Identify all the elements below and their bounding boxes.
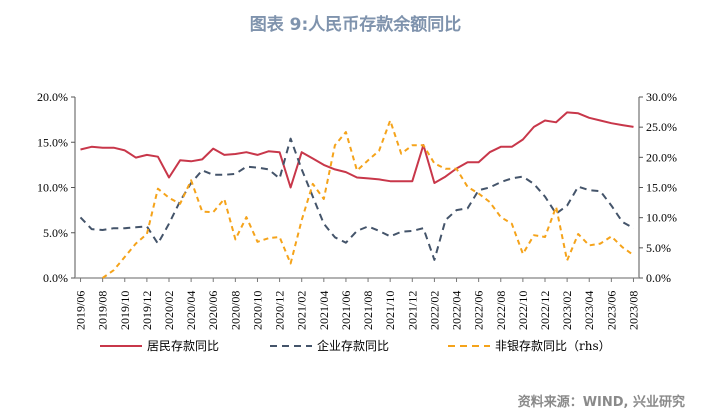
left-tick-label: 5.0%	[43, 226, 68, 240]
x-tick-label: 2022/10	[516, 291, 530, 330]
x-tick-label: 2023/08	[626, 291, 640, 330]
legend-label: 居民存款同比	[147, 339, 219, 353]
x-tick-label: 2019/10	[118, 291, 132, 330]
x-tick-label: 2021/12	[405, 291, 419, 330]
right-tick-label: 30.0%	[646, 90, 677, 104]
x-tick-label: 2021/04	[317, 291, 331, 330]
legend-item: 非银存款同比（rhs）	[448, 339, 611, 353]
x-tick-label: 2020/12	[273, 291, 287, 330]
left-tick-label: 0.0%	[43, 271, 68, 285]
x-tick-label: 2019/06	[74, 291, 88, 330]
x-tick-label: 2020/10	[250, 291, 264, 330]
x-tick-label: 2019/12	[140, 291, 154, 330]
x-tick-label: 2023/06	[604, 291, 618, 330]
left-tick-label: 20.0%	[37, 90, 68, 104]
x-tick-label: 2019/08	[96, 291, 110, 330]
left-tick-label: 10.0%	[37, 181, 68, 195]
x-tick-label: 2020/02	[162, 291, 176, 330]
series-line	[79, 137, 634, 261]
x-tick-label: 2020/08	[228, 291, 242, 330]
x-tick-label: 2022/06	[472, 291, 486, 330]
chart-title: 图表 9:人民币存款余额同比	[249, 15, 462, 35]
series-line	[80, 111, 634, 189]
source-note: 资料来源：WIND, 兴业研究	[517, 395, 685, 410]
left-tick-label: 15.0%	[37, 135, 68, 149]
x-tick-label: 2023/04	[582, 291, 596, 330]
right-tick-label: 5.0%	[646, 241, 671, 255]
series-line	[102, 119, 635, 279]
x-tick-label: 2022/12	[538, 291, 552, 330]
x-tick-label: 2021/08	[361, 291, 375, 330]
right-tick-label: 15.0%	[646, 181, 677, 195]
right-tick-label: 20.0%	[646, 150, 677, 164]
legend-label: 企业存款同比	[317, 338, 389, 353]
x-tick-label: 2023/02	[560, 291, 574, 330]
legend-label: 非银存款同比（rhs）	[495, 339, 611, 353]
right-tick-label: 25.0%	[646, 120, 677, 134]
x-tick-label: 2021/02	[295, 291, 309, 330]
series-3	[102, 119, 635, 279]
x-tick-label: 2020/06	[206, 291, 220, 330]
x-tick-label: 2020/04	[184, 291, 198, 330]
right-tick-label: 0.0%	[646, 271, 671, 285]
x-tick-label: 2022/02	[427, 291, 441, 330]
x-tick-label: 2022/08	[494, 291, 508, 330]
right-tick-label: 10.0%	[646, 211, 677, 225]
legend-item: 居民存款同比	[100, 339, 219, 353]
x-tick-label: 2021/10	[383, 291, 397, 330]
series-1	[80, 111, 634, 189]
x-tick-label: 2022/04	[450, 291, 464, 330]
series-2	[79, 137, 634, 261]
legend-item: 企业存款同比	[270, 338, 389, 353]
x-tick-label: 2021/06	[339, 291, 353, 330]
